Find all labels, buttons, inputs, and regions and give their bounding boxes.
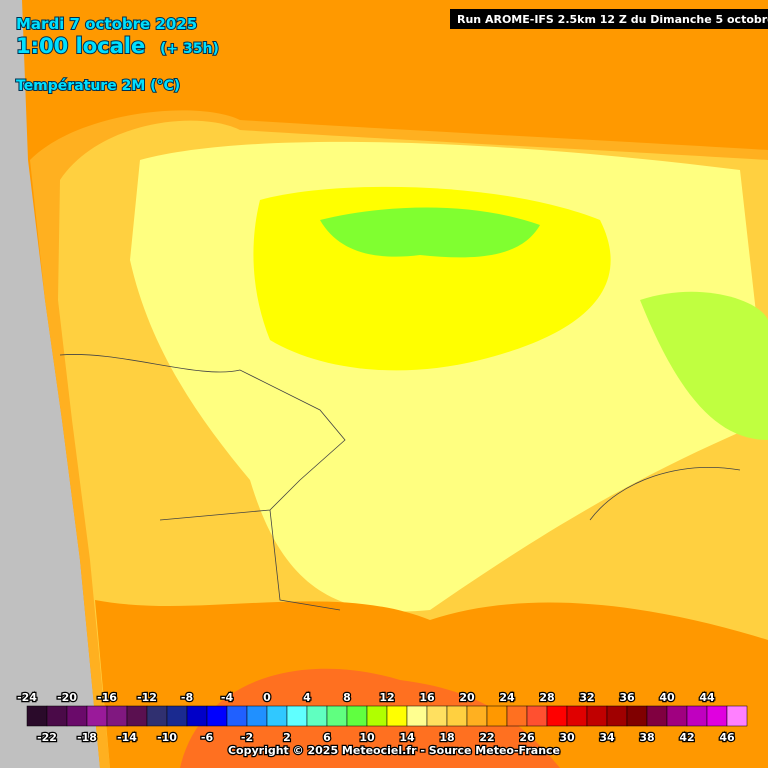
legend-label: -14 [117, 731, 137, 744]
legend-swatch [606, 705, 628, 727]
legend-label: 38 [639, 731, 654, 744]
legend-swatch [446, 705, 468, 727]
legend-swatch [86, 705, 108, 727]
legend-swatch [686, 705, 708, 727]
legend-swatch [526, 705, 548, 727]
legend-swatch [126, 705, 148, 727]
legend-swatch [366, 705, 388, 727]
legend-swatch [486, 705, 508, 727]
legend-label: 14 [399, 731, 415, 744]
cold-zone-east [640, 291, 768, 440]
legend-label: -4 [221, 691, 234, 704]
legend-label: -2 [241, 731, 253, 744]
legend-label: 16 [419, 691, 435, 704]
legend-label: 40 [659, 691, 675, 704]
legend-label: -22 [37, 731, 57, 744]
legend-label: 20 [459, 691, 475, 704]
run-info: Run AROME-IFS 2.5km 12 Z du Dimanche 5 o… [457, 13, 768, 26]
legend-label: 24 [499, 691, 515, 704]
legend-label: 10 [359, 731, 375, 744]
run-box [450, 9, 768, 29]
legend-swatch [26, 705, 48, 727]
legend-label: 6 [323, 731, 331, 744]
legend-swatch [506, 705, 528, 727]
legend-label: 26 [519, 731, 535, 744]
legend-label: 46 [719, 731, 735, 744]
legend-label: -16 [97, 691, 117, 704]
legend-swatch [106, 705, 128, 727]
legend-label: 18 [439, 731, 454, 744]
outside-domain [0, 0, 100, 768]
legend-label: 34 [599, 731, 615, 744]
legend-swatch [466, 705, 488, 727]
legend-swatch [226, 705, 248, 727]
legend-swatch [546, 705, 568, 727]
cold-zone [320, 207, 540, 258]
legend-label: 32 [579, 691, 594, 704]
legend-label: -8 [181, 691, 193, 704]
legend-label: 4 [303, 691, 311, 704]
field-name: Température 2M (°C) [16, 78, 180, 94]
legend-label: 0 [263, 691, 271, 704]
legend-swatch [266, 705, 288, 727]
legend-swatch [706, 705, 728, 727]
legend-label: 12 [379, 691, 394, 704]
legend-label: 36 [619, 691, 635, 704]
legend-label: -10 [157, 731, 177, 744]
copyright: Copyright © 2025 Meteociel.fr - Source M… [228, 744, 560, 757]
legend-label: 28 [539, 691, 554, 704]
legend-swatch [666, 705, 688, 727]
legend-swatch [566, 705, 588, 727]
legend-label: -18 [77, 731, 97, 744]
legend-label: 22 [479, 731, 494, 744]
legend-label: 2 [283, 731, 291, 744]
legend-swatch [286, 705, 308, 727]
legend-swatch [346, 705, 368, 727]
legend-label: -20 [57, 691, 77, 704]
legend-swatch [426, 705, 448, 727]
legend-swatch [386, 705, 408, 727]
legend-swatch [46, 705, 68, 727]
borders [59, 354, 741, 611]
legend-label: 30 [559, 731, 575, 744]
legend-swatch [146, 705, 168, 727]
time: 1:00 locale [16, 34, 145, 58]
legend-label: -24 [17, 691, 37, 704]
legend-swatch [246, 705, 268, 727]
date: Mardi 7 octobre 2025 [16, 15, 197, 33]
legend-swatch [166, 705, 188, 727]
legend-swatch [626, 705, 648, 727]
legend-label: -12 [137, 691, 157, 704]
legend-swatch [726, 705, 748, 727]
legend-swatch [646, 705, 668, 727]
legend-label: -6 [201, 731, 214, 744]
legend-label: 8 [343, 691, 351, 704]
lead-time: (+ 35h) [160, 41, 219, 57]
legend-swatch [186, 705, 208, 727]
legend-label: 42 [679, 731, 694, 744]
legend-swatch [306, 705, 328, 727]
legend-swatch [66, 705, 88, 727]
legend-swatch [326, 705, 348, 727]
legend-swatch [206, 705, 228, 727]
legend-swatch [586, 705, 608, 727]
legend-swatch [406, 705, 428, 727]
legend-label: 44 [699, 691, 715, 704]
